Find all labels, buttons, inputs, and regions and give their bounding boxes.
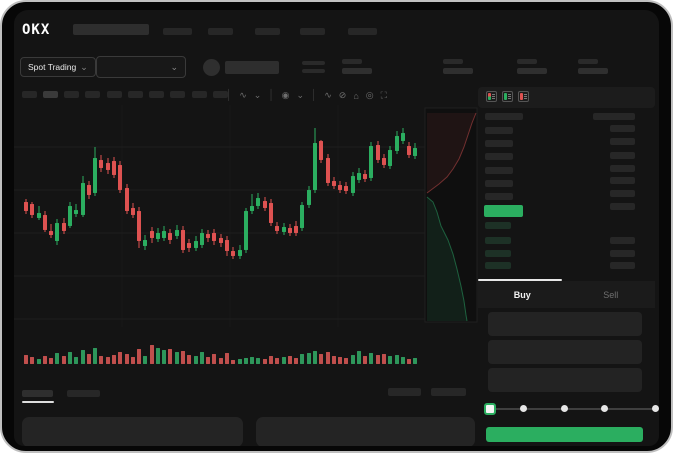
ticker-stat-placeholder [342, 59, 372, 74]
orderbook-row-placeholder [610, 152, 635, 159]
price-chart-canvas[interactable] [14, 105, 479, 375]
active-bottom-tab-indicator [22, 401, 54, 403]
nav-item-placeholder[interactable] [208, 28, 233, 35]
timeframe-button-placeholder[interactable] [170, 91, 185, 98]
ticker-stat-placeholder [578, 59, 608, 74]
chevron-down-icon: ⌄ [80, 61, 88, 72]
last-price-placeholder [225, 61, 279, 74]
history-tab-placeholder[interactable] [67, 390, 100, 397]
tab-sell[interactable]: Sell [603, 289, 619, 300]
candle-style-chevron-icon[interactable]: ⌄ [253, 90, 262, 100]
pair-coin-icon [203, 59, 220, 76]
orderbook-bids-icon[interactable] [502, 91, 513, 102]
slider-stop-dot[interactable] [651, 405, 659, 412]
orderbook-row-placeholder [485, 140, 513, 147]
orderbook-row-placeholder [485, 153, 513, 160]
camera-icon[interactable]: ⌂ [353, 90, 359, 101]
timeframe-button-placeholder[interactable] [85, 91, 100, 98]
timeframe-button-placeholder[interactable] [64, 91, 79, 98]
fullscreen-icon[interactable]: ⛶ [380, 90, 387, 100]
order-total-field[interactable] [488, 368, 642, 392]
order-price-field[interactable] [488, 312, 642, 336]
buy-submit-button[interactable] [486, 427, 643, 442]
timeframe-button-placeholder[interactable] [192, 91, 207, 98]
slider-stop-dot[interactable] [560, 405, 568, 412]
timeframe-button-placeholder[interactable] [43, 91, 58, 98]
orders-tab-placeholder[interactable] [22, 390, 53, 397]
separator: │ [311, 90, 318, 101]
nav-item-placeholder[interactable] [255, 28, 280, 35]
separator: │ [226, 90, 233, 101]
timeframe-button-placeholder[interactable] [213, 91, 228, 98]
orderbook-panel[interactable] [478, 110, 655, 282]
orderbook-row-placeholder [610, 237, 635, 244]
pair-selector[interactable]: ⌄ [96, 56, 186, 78]
nav-item-placeholder[interactable] [300, 28, 325, 35]
compare-icon[interactable]: ⊘ [338, 90, 347, 100]
bottom-action-placeholder[interactable] [431, 388, 466, 396]
slider-stop-dot[interactable] [600, 405, 608, 412]
last-price-indicator[interactable] [484, 205, 523, 217]
orderbook-row-placeholder [610, 262, 635, 269]
okx-logo[interactable]: OKX [22, 22, 51, 38]
ticker-stat-placeholder [443, 59, 473, 74]
orderbook-row-placeholder [485, 127, 513, 134]
bottom-action-placeholder[interactable] [388, 388, 421, 396]
bid-row-placeholder [485, 262, 511, 269]
orderbook-row-placeholder [610, 250, 635, 257]
chart-tools-row: │ ∿ ⌄ │ ◉ ⌄ │ ∿ ⊘ ⌂ ◎ ⛶ [226, 90, 387, 101]
indicator-icon[interactable]: ◉ [281, 90, 290, 100]
orders-table-placeholder [256, 417, 475, 446]
chevron-down-icon: ⌄ [170, 61, 178, 72]
tab-buy[interactable]: Buy [513, 289, 531, 300]
orderbook-row-placeholder [610, 165, 635, 172]
timeframe-button-placeholder[interactable] [149, 91, 164, 98]
orderbook-both-icon[interactable] [486, 91, 497, 102]
indicator-chevron-icon[interactable]: ⌄ [296, 90, 304, 100]
orderbook-row-placeholder [485, 113, 523, 120]
orderbook-row-placeholder [485, 180, 513, 187]
slider-stop-dot[interactable] [519, 405, 527, 412]
orders-table-placeholder [22, 417, 243, 446]
settings-icon[interactable]: ◎ [365, 90, 374, 100]
nav-search-placeholder[interactable] [73, 24, 149, 35]
market-type-selector[interactable]: Spot Trading ⌄ [20, 57, 96, 77]
orderbook-row-placeholder [610, 190, 635, 197]
timeframe-button-placeholder[interactable] [22, 91, 37, 98]
orderbook-header-strip [478, 87, 655, 108]
bid-row-placeholder [485, 250, 511, 257]
app-screen: OKX Spot Trading ⌄ ⌄ [14, 10, 659, 446]
ticker-stat-placeholder [302, 61, 325, 73]
orderbook-row-placeholder [610, 177, 635, 184]
active-tab-indicator [478, 279, 562, 281]
orderbook-asks-icon[interactable] [518, 91, 529, 102]
bid-row-placeholder [485, 222, 511, 229]
timeframe-button-placeholder[interactable] [128, 91, 143, 98]
amount-slider-handle[interactable] [484, 403, 496, 415]
separator: │ [268, 90, 275, 101]
orderbook-row-placeholder [610, 138, 635, 145]
market-type-label: Spot Trading [28, 62, 77, 72]
line-tool-icon[interactable]: ∿ [324, 90, 332, 100]
orderbook-row-placeholder [610, 203, 635, 210]
nav-item-placeholder[interactable] [163, 28, 192, 35]
bid-row-placeholder [485, 237, 511, 244]
orderbook-row-placeholder [610, 125, 635, 132]
trade-tabs: Buy Sell [478, 281, 655, 308]
nav-item-placeholder[interactable] [348, 28, 377, 35]
orderbook-row-placeholder [485, 167, 513, 174]
ticker-stat-placeholder [517, 59, 547, 74]
order-amount-field[interactable] [488, 340, 642, 364]
timeframe-button-placeholder[interactable] [107, 91, 122, 98]
orderbook-row-placeholder [485, 193, 513, 200]
orderbook-row-placeholder [593, 113, 635, 120]
candle-style-icon[interactable]: ∿ [239, 90, 247, 100]
amount-slider-track[interactable] [488, 408, 658, 410]
